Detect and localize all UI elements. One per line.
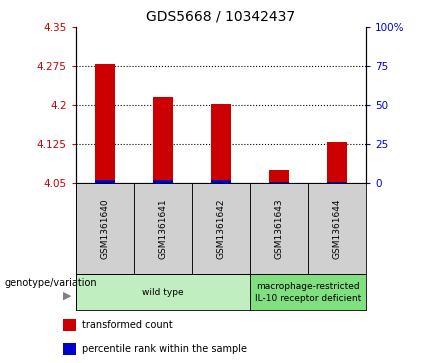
Text: wild type: wild type <box>142 288 184 297</box>
Bar <box>250 183 308 274</box>
Text: ▶: ▶ <box>63 291 71 301</box>
Bar <box>64 319 76 331</box>
Text: GSM1361644: GSM1361644 <box>333 199 341 259</box>
Text: GSM1361643: GSM1361643 <box>275 198 283 259</box>
Bar <box>308 183 366 274</box>
Text: transformed count: transformed count <box>82 320 173 330</box>
Bar <box>327 142 347 183</box>
Bar <box>327 182 347 183</box>
Bar <box>76 183 134 274</box>
Text: GSM1361642: GSM1361642 <box>216 199 225 259</box>
Bar <box>211 104 231 183</box>
Bar <box>64 343 76 355</box>
Bar <box>76 274 250 310</box>
Text: GSM1361641: GSM1361641 <box>158 198 167 259</box>
Text: percentile rank within the sample: percentile rank within the sample <box>82 343 247 354</box>
Bar <box>192 183 250 274</box>
Title: GDS5668 / 10342437: GDS5668 / 10342437 <box>146 9 295 23</box>
Bar <box>95 64 115 183</box>
Bar <box>95 180 115 183</box>
Bar <box>269 182 289 183</box>
Text: GSM1361640: GSM1361640 <box>100 198 109 259</box>
Bar <box>134 183 192 274</box>
Bar <box>153 97 173 183</box>
Bar <box>250 274 366 310</box>
Text: genotype/variation: genotype/variation <box>4 278 97 288</box>
Bar <box>211 180 231 183</box>
Text: macrophage-restricted
IL-10 receptor deficient: macrophage-restricted IL-10 receptor def… <box>255 282 361 303</box>
Bar <box>269 170 289 183</box>
Bar <box>153 180 173 183</box>
